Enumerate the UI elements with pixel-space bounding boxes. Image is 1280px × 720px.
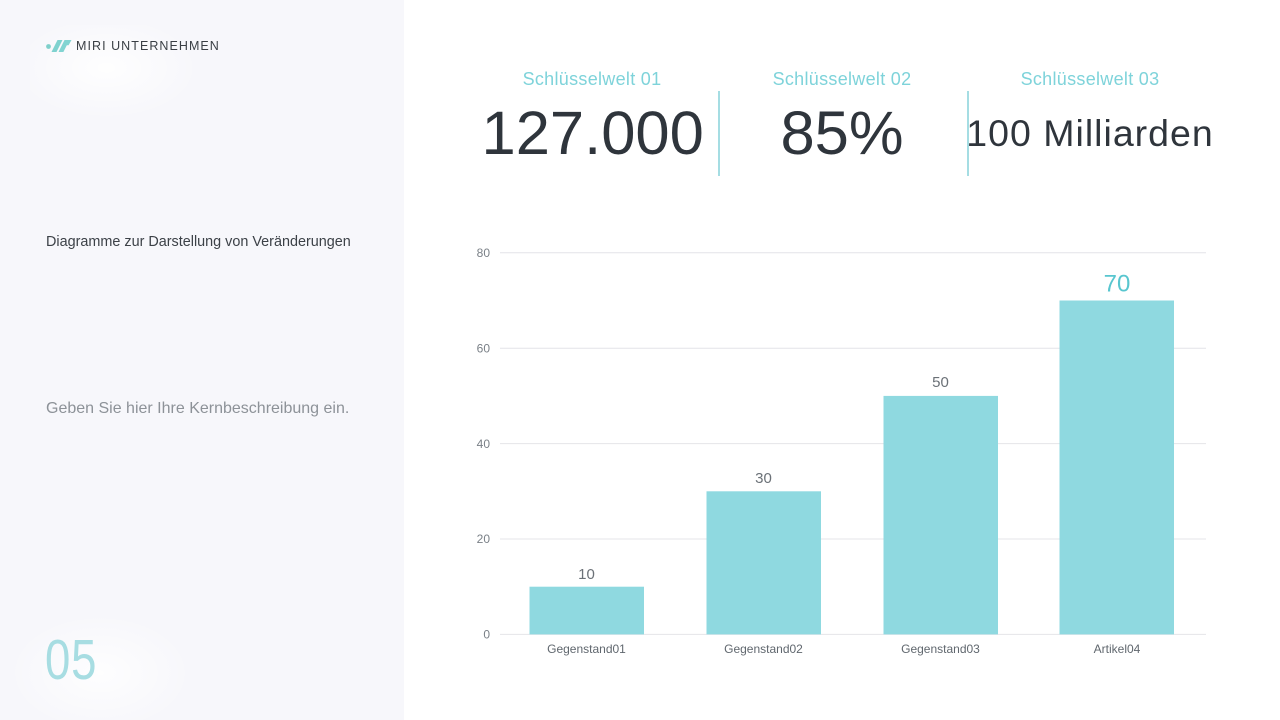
- svg-text:Gegenstand02: Gegenstand02: [724, 642, 803, 656]
- svg-text:0: 0: [483, 628, 490, 642]
- svg-text:Gegenstand01: Gegenstand01: [547, 642, 626, 656]
- svg-text:30: 30: [755, 470, 772, 487]
- svg-text:Artikel04: Artikel04: [1094, 642, 1141, 656]
- svg-text:80: 80: [477, 246, 491, 260]
- svg-text:60: 60: [477, 341, 491, 355]
- svg-text:10: 10: [578, 566, 595, 583]
- svg-text:50: 50: [932, 374, 949, 391]
- svg-text:20: 20: [477, 532, 491, 546]
- svg-text:70: 70: [1104, 270, 1131, 297]
- svg-text:40: 40: [477, 437, 491, 451]
- svg-text:Gegenstand03: Gegenstand03: [901, 642, 980, 656]
